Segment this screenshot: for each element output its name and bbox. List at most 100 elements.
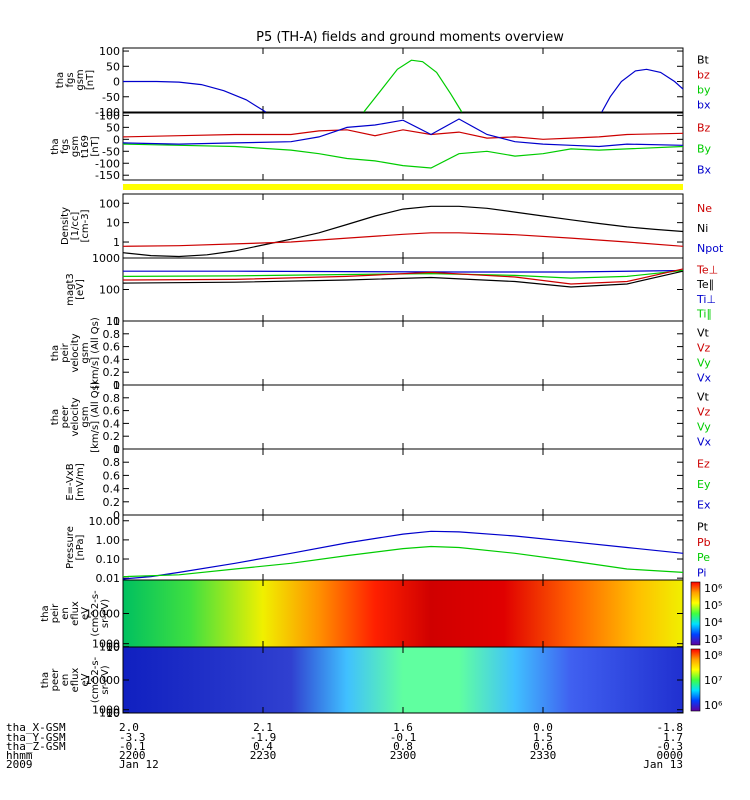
legend-entry: Vz (697, 406, 711, 419)
footer-row-label: hhmm (6, 749, 33, 762)
y-tick-label: -50 (102, 145, 120, 158)
legend-entry: Ex (697, 499, 711, 512)
legend-entry: Npot (697, 242, 724, 255)
heatmap-peer_eflux (123, 647, 683, 713)
y-axis-label: peer (50, 668, 61, 692)
panel-flag (123, 184, 683, 190)
legend-entry: Ti⊥ (696, 293, 716, 306)
legend-entry: Vy (697, 421, 711, 434)
y-axis-label: tha (50, 345, 61, 361)
y-tick-label: 100 (99, 641, 120, 654)
y-tick-label: 0 (113, 443, 120, 456)
y-tick-label: 100 (99, 197, 120, 210)
footer-row-label: tha_Z-GSM (6, 740, 66, 753)
y-axis-label: [nPa] (75, 534, 86, 560)
legend-entry: Ne (697, 202, 712, 215)
y-axis-label: gsm (80, 342, 91, 363)
footer-value: 1.6 (393, 721, 413, 734)
y-axis-label: tha (55, 72, 66, 88)
y-axis-label: [cm-3] (80, 209, 91, 242)
legend-entry: Vz (697, 342, 711, 355)
legend-entry: By (697, 143, 712, 156)
colorbar (690, 581, 701, 646)
legend-entry: Pb (697, 536, 711, 549)
legend-entry: by (697, 84, 711, 97)
y-tick-label: 10 (106, 641, 120, 654)
panel-frame (122, 514, 684, 581)
y-tick-label: 100 (99, 284, 120, 297)
y-tick-label: 1000 (92, 704, 120, 717)
panel-frame (122, 193, 684, 259)
footer-value: -0.1 (119, 740, 146, 753)
panel-frame (122, 320, 684, 386)
y-tick-label: 0.8 (103, 392, 121, 405)
y-tick-label: 1000 (92, 638, 120, 651)
y-axis-label: velocity (70, 333, 81, 372)
footer-value: -1.9 (250, 731, 277, 744)
legend-entry: Ni (697, 222, 708, 235)
y-axis-label: peir (50, 603, 61, 623)
panel-frame (122, 384, 684, 450)
panel-frame (122, 47, 684, 113)
series-Pi (122, 530, 684, 580)
footer-value: 0.6 (533, 740, 553, 753)
footer-value: 2.1 (253, 721, 273, 734)
y-axis-label: [km/s] (All Qs) (90, 317, 101, 389)
series-Bz (122, 129, 684, 140)
colorbar-label: 10⁶ (704, 699, 723, 712)
series-Ni (122, 205, 684, 258)
y-tick-label: 10.00 (89, 515, 121, 528)
y-tick-label: 0 (113, 509, 120, 522)
y-axis-label: Density (60, 207, 71, 245)
legend-entry: bz (697, 69, 710, 82)
y-tick-label: 100 (99, 707, 120, 720)
y-tick-label: 10000 (85, 608, 120, 621)
legend-entry: Vx (697, 436, 712, 449)
y-tick-label: 1 (113, 379, 120, 392)
legend-entry: Vt (697, 391, 710, 404)
y-tick-label: 0.6 (103, 405, 121, 418)
y-tick-label: 50 (106, 121, 120, 134)
series-bx (123, 80, 267, 113)
y-axis-label: eflux (70, 601, 81, 626)
y-axis-label: eflux (70, 668, 81, 693)
y-axis-label: [nT] (85, 70, 96, 90)
y-tick-label: 0.2 (103, 496, 121, 509)
footer-value: 2300 (390, 749, 417, 762)
footer-value: 0000 (657, 749, 684, 762)
colorbar-label: 10⁴ (704, 616, 723, 629)
y-axis-label: peir (60, 342, 71, 362)
legend-entry: Ey (697, 478, 711, 491)
footer-row-label: 2009 (6, 758, 33, 771)
y-tick-label: 0.10 (96, 553, 121, 566)
y-tick-label: 0.8 (103, 456, 121, 469)
y-tick-label: 10 (106, 217, 120, 230)
legend-entry: Pe (697, 551, 710, 564)
y-axis-label: sr-eV) (100, 599, 111, 628)
series-by (363, 59, 463, 113)
y-tick-label: 100 (99, 45, 120, 58)
y-tick-label: -150 (95, 169, 120, 182)
legend-entry: Bx (697, 164, 712, 177)
footer-value: 2.0 (119, 721, 139, 734)
y-axis-label: gsm (75, 69, 86, 90)
y-axis-label: fgs (65, 72, 76, 87)
footer-value: 1.7 (663, 731, 683, 744)
y-axis-label: en (60, 674, 71, 687)
y-tick-label: 1 (113, 443, 120, 456)
y-tick-label: 0 (113, 76, 120, 89)
y-axis-label: (cm^2-s- (90, 590, 101, 637)
y-axis-label: tha (50, 138, 61, 154)
y-axis-label: tha (40, 672, 51, 688)
y-tick-label: 0.6 (103, 341, 121, 354)
y-axis-label: fgs (60, 139, 71, 154)
y-axis-label: magt3 (65, 273, 76, 306)
plot-title: P5 (TH-A) fields and ground moments over… (256, 30, 564, 45)
colorbar-label: 10⁷ (704, 674, 722, 687)
y-axis-label: [km/s] (All Qs) (90, 381, 101, 453)
